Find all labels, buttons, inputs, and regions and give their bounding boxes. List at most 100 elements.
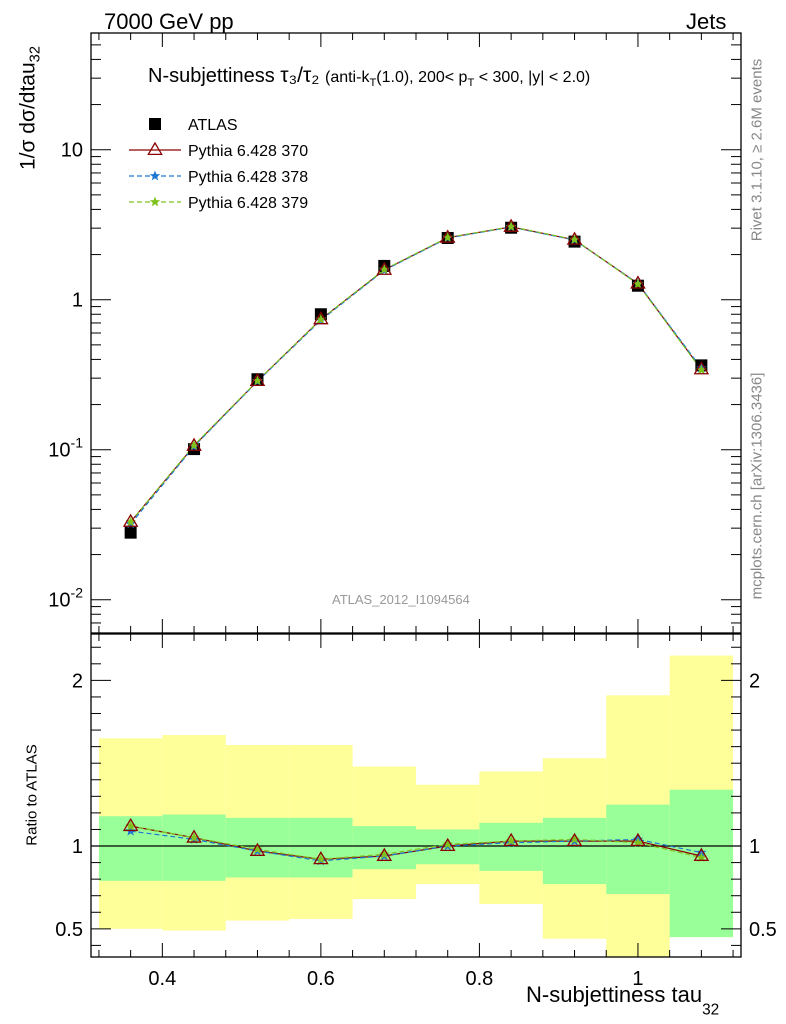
- main-line-pythia-6.428-378: [130, 226, 702, 525]
- pythia-379-marker: [379, 264, 390, 274]
- ratio-pythia-379-marker: [188, 832, 200, 843]
- ratio-line-pythia-6.428-378: [130, 830, 702, 862]
- band-inner-bin: [162, 814, 226, 881]
- ratio-ytick-label: 2: [72, 670, 83, 692]
- plot-title-ratio: τ₃/τ₂: [280, 64, 320, 87]
- plot-title-main: N-subjettiness: [148, 65, 275, 87]
- header-right: Jets: [686, 9, 727, 34]
- legend-marker-star: [149, 170, 161, 181]
- pythia-370-marker: [693, 361, 710, 375]
- analysis-watermark: ATLAS_2012_I1094564: [332, 592, 470, 607]
- main-ylabel: 1/σ dσ/dtau32: [16, 46, 43, 170]
- pythia-379-marker: [696, 364, 707, 375]
- ratio-pythia-370-marker: [439, 837, 456, 852]
- ratio-pythia-379-marker: [442, 838, 453, 849]
- ratio-ytick-label-right: 0.5: [749, 919, 777, 941]
- ratio-pythia-370-marker: [313, 850, 329, 865]
- atlas-data-point: [124, 526, 137, 539]
- ratio-xtick-label: 0.6: [307, 968, 335, 990]
- ratio-pythia-379-marker: [379, 848, 390, 859]
- ratio-pythia-370-marker: [566, 832, 583, 847]
- pythia-379-marker: [442, 232, 453, 242]
- legend-marker-370: [147, 141, 163, 155]
- ratio-ylabel: Ratio to ATLAS: [24, 744, 41, 845]
- ratio-ytick-label-right: 2: [749, 670, 760, 692]
- ratio-pythia-379-marker: [632, 837, 644, 848]
- legend-marker-atlas: [149, 118, 161, 130]
- pythia-370-marker: [566, 231, 583, 245]
- tick-labels: 10-2 10-1 1 10 0.4 0.6 0.8 1 0.5 0.5 1 1 2 2: [48, 140, 777, 990]
- pythia-370-marker: [249, 372, 266, 387]
- main-ytick-label: 10-1: [48, 435, 83, 462]
- ratio-pythia-379-marker: [569, 833, 580, 844]
- pythia-379-marker: [125, 516, 136, 527]
- pythia-379-marker: [252, 375, 263, 386]
- pythia-379-marker: [188, 439, 200, 450]
- main-series-markers: [122, 218, 710, 539]
- pythia-379-marker: [632, 278, 644, 289]
- band-inner-bin: [289, 817, 353, 878]
- main-ytick-label: 10: [61, 140, 83, 162]
- ratio-pythia-379-marker: [315, 853, 327, 864]
- ratio-series-lines: [130, 825, 702, 862]
- ratio-uncertainty-bands: [91, 655, 741, 957]
- x-axis-label-text: N-subjettiness tau32: [526, 982, 720, 1019]
- ratio-xtick-label: 0.4: [148, 968, 176, 990]
- ratio-series-markers: [122, 817, 710, 866]
- ratio-pythia-370-marker: [693, 847, 710, 861]
- ratio-pythia-370-marker: [249, 842, 266, 856]
- ratio-ytick-label-right: 1: [749, 836, 760, 858]
- main-ytick-label: 10-2: [48, 585, 83, 612]
- band-inner-bin: [606, 804, 670, 895]
- pythia-370-marker: [186, 437, 202, 451]
- main-ylabel-text: 1/σ dσ/dtau32: [16, 46, 44, 170]
- ratio-pythia-379-marker: [505, 835, 517, 846]
- pythia-370-marker: [630, 275, 646, 289]
- band-inner-bin: [479, 822, 543, 871]
- pythia-370-marker: [376, 261, 393, 275]
- legend-label: Pythia 6.428 370: [188, 143, 308, 160]
- mcplots-label: mcplots.cern.ch [arXiv:1306.3436]: [749, 373, 766, 600]
- pythia-370-marker: [122, 513, 139, 527]
- band-inner-bin: [542, 817, 607, 885]
- main-line-pythia-6.428-379: [130, 226, 702, 523]
- ratio-pythia-370-marker: [503, 832, 519, 847]
- rivet-label: Rivet 3.1.10, ≥ 2.6M events: [749, 59, 766, 242]
- x-axis-label: N-subjettiness tau32: [526, 982, 719, 1019]
- ratio-pythia-370-marker: [376, 847, 393, 861]
- ratio-xtick-label: 0.8: [466, 968, 494, 990]
- rivet-label-text: Rivet 3.1.10, ≥ 2.6M events: [748, 58, 766, 242]
- ratio-line-pythia-6.428-379: [130, 825, 702, 860]
- ratio-ytick-label: 1: [72, 836, 83, 858]
- axis-ticks: [91, 32, 741, 957]
- plot-title: N-subjettiness τ₃/τ₂ (anti-kT(1.0), 200<…: [148, 64, 590, 89]
- ratio-ylabel-text: Ratio to ATLAS: [23, 744, 41, 846]
- legend-marker-star: [149, 196, 161, 207]
- ratio-pythia-379-marker: [125, 820, 136, 831]
- pythia-370-marker: [503, 218, 519, 232]
- ratio-pythia-378-marker: [696, 847, 707, 858]
- legend-label: ATLAS: [188, 117, 238, 134]
- ratio-pythia-370-marker: [630, 832, 646, 847]
- ratio-ytick-label: 0.5: [55, 919, 83, 941]
- ratio-pythia-370-marker: [186, 829, 202, 843]
- main-ytick-label: 1: [72, 290, 83, 312]
- pythia-370-marker: [439, 229, 456, 243]
- header-left: 7000 GeV pp: [104, 9, 234, 34]
- legend-label: Pythia 6.428 378: [188, 169, 308, 186]
- main-series-lines: [130, 226, 702, 525]
- main-line-pythia-6.428-370: [130, 226, 702, 523]
- pythia-379-marker: [315, 313, 327, 324]
- legend-label: Pythia 6.428 379: [188, 195, 308, 212]
- pythia-379-marker: [569, 234, 580, 244]
- ratio-pythia-370-marker: [122, 817, 139, 832]
- plot-title-detail: (anti-kT(1.0), 200< pT < 300, |y| < 2.0): [324, 69, 591, 90]
- ratio-pythia-379-marker: [252, 843, 263, 854]
- pythia-370-marker: [313, 311, 329, 325]
- ratio-pythia-379-marker: [696, 852, 707, 863]
- mcplots-label-text: mcplots.cern.ch [arXiv:1306.3436]: [748, 372, 766, 600]
- ratio-xtick-label: 1: [632, 968, 643, 990]
- band-inner-bin: [669, 789, 734, 938]
- legend: ATLAS Pythia 6.428 370 Pythia 6.428 378 Pyt…: [129, 117, 308, 212]
